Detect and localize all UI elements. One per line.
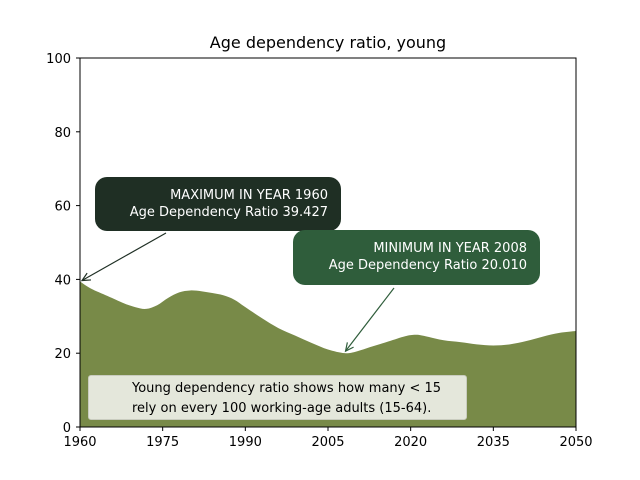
max-annotation-value: Age Dependency Ratio 39.427 xyxy=(129,205,328,220)
y-tick-label: 80 xyxy=(54,126,71,141)
x-tick-label: 2005 xyxy=(311,435,344,450)
max-annotation-arrow xyxy=(81,232,167,282)
y-tick-label: 40 xyxy=(54,273,71,288)
min-annotation-value: Age Dependency Ratio 20.010 xyxy=(328,258,527,273)
min-annotation-label: MINIMUM IN YEAR 2008 xyxy=(373,241,527,256)
min-annotation-arrow-head xyxy=(344,342,354,353)
max-annotation-label: MAXIMUM IN YEAR 1960 xyxy=(170,188,328,203)
min-annotation-arrow xyxy=(345,287,395,352)
y-tick-label: 60 xyxy=(54,200,71,215)
y-tick-label: 0 xyxy=(63,421,71,436)
min-annotation-box: MINIMUM IN YEAR 2008 Age Dependency Rati… xyxy=(293,230,540,285)
x-tick-label: 1975 xyxy=(146,435,179,450)
max-annotation-arrow-head xyxy=(80,272,92,282)
info-note-line-2: rely on every 100 working-age adults (15… xyxy=(132,401,432,416)
y-tick-label: 100 xyxy=(46,52,71,67)
info-note-line-1: Young dependency ratio shows how many < … xyxy=(132,381,442,396)
x-tick-label: 2020 xyxy=(394,435,427,450)
y-tick-label: 20 xyxy=(54,347,71,362)
x-tick-label: 1960 xyxy=(63,435,96,450)
chart-title: Age dependency ratio, young xyxy=(209,33,447,52)
max-annotation-box: MAXIMUM IN YEAR 1960 Age Dependency Rati… xyxy=(95,177,341,231)
x-tick-label: 1990 xyxy=(229,435,262,450)
x-tick-label: 2050 xyxy=(559,435,592,450)
x-tick-label: 2035 xyxy=(477,435,510,450)
info-note-box: Young dependency ratio shows how many < … xyxy=(88,375,467,420)
